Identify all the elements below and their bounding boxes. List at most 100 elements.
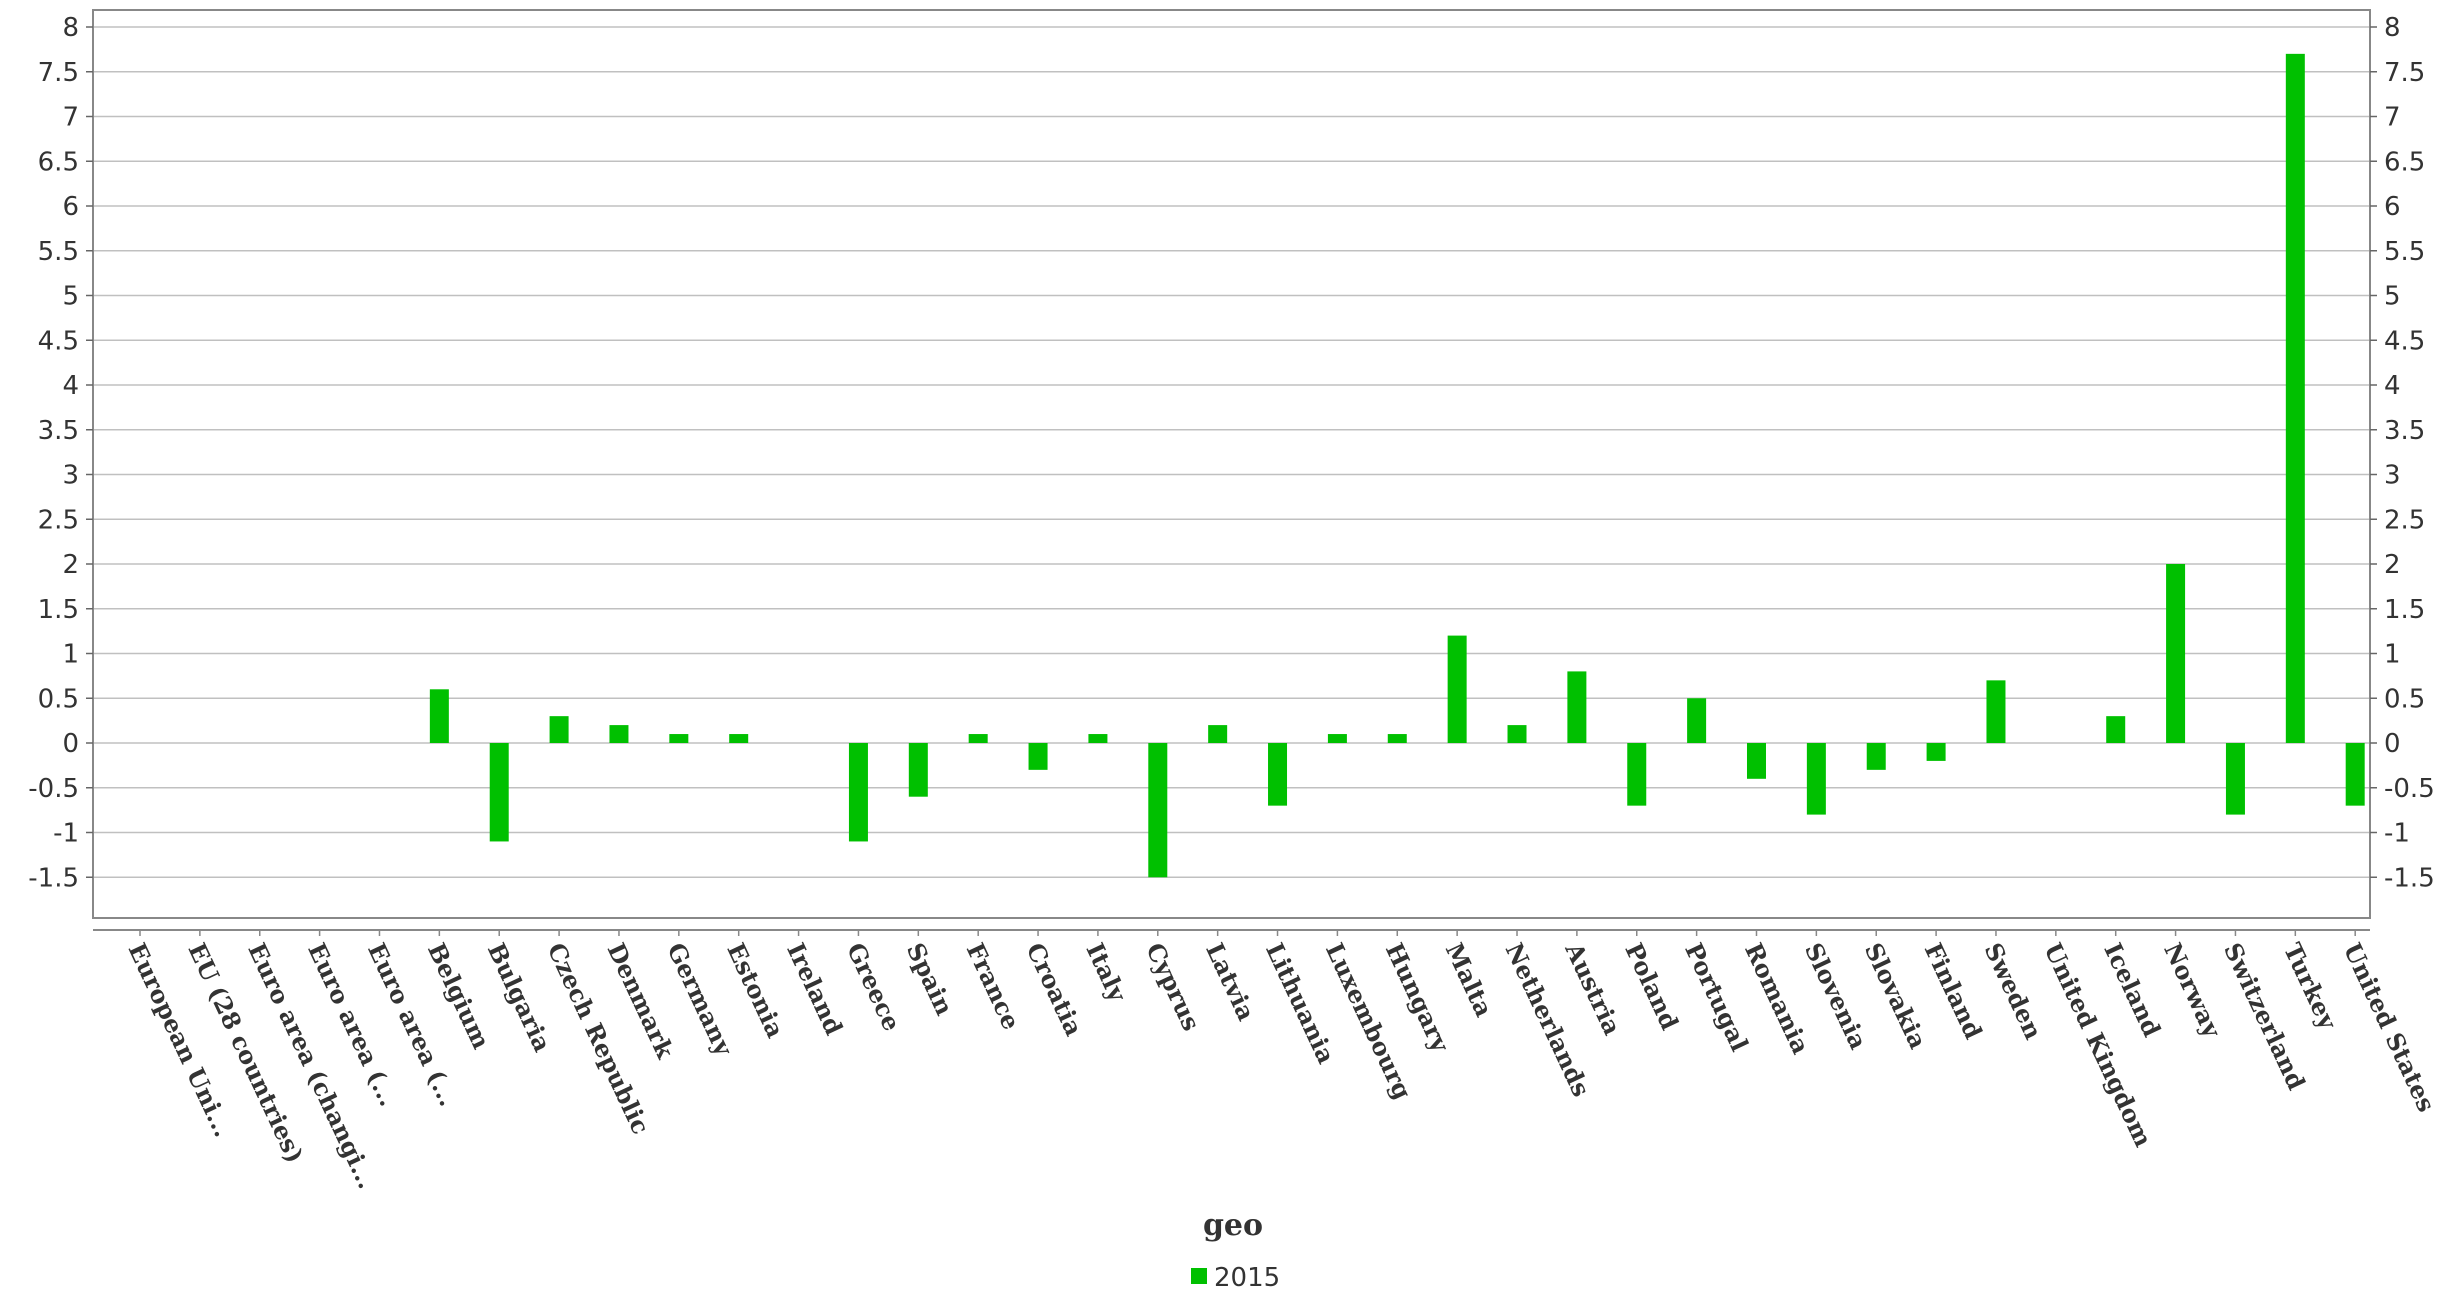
y-tick-label-left: 3 xyxy=(62,461,79,491)
y-tick-label-left: 7 xyxy=(62,103,79,133)
bar xyxy=(489,743,509,842)
y-tick-label-right: 2 xyxy=(2384,550,2401,580)
x-tick-label: United States xyxy=(2338,938,2442,1116)
bar xyxy=(669,734,689,743)
x-tick-label: Sweden xyxy=(1979,938,2049,1043)
y-tick-label-right: 4.5 xyxy=(2384,326,2425,356)
x-tick-label: Austria xyxy=(1559,937,1627,1039)
bar xyxy=(1746,743,1766,779)
y-tick-label-right: 3 xyxy=(2384,461,2401,491)
bar xyxy=(2106,716,2126,743)
bar xyxy=(1148,743,1168,878)
bar xyxy=(908,743,928,797)
legend: 2015 xyxy=(1191,1263,1280,1293)
bar xyxy=(2225,743,2245,815)
y-tick-label-right: 6 xyxy=(2384,192,2401,222)
bar xyxy=(2285,53,2305,744)
x-tick-label: Poland xyxy=(1619,938,1684,1034)
x-tick-label: Italy xyxy=(1080,938,1132,1006)
y-tick-label-right: 7.5 xyxy=(2384,58,2425,88)
y-tick-label-right: 3.5 xyxy=(2384,416,2425,446)
bar xyxy=(1806,743,1826,815)
x-tick-label: Iceland xyxy=(2098,938,2167,1041)
y-tick-label-left: 6.5 xyxy=(38,147,79,177)
x-tick-label: Latvia xyxy=(1200,938,1261,1025)
bar xyxy=(1327,734,1347,743)
y-tick-label-right: 5 xyxy=(2384,282,2401,312)
y-tick-label-left: 3.5 xyxy=(38,416,79,446)
bar xyxy=(968,734,988,743)
bar xyxy=(1866,743,1886,770)
x-tick-label: France xyxy=(961,938,1026,1034)
y-tick-label-left: 1 xyxy=(62,640,79,670)
bar xyxy=(1567,671,1587,743)
bar xyxy=(848,743,868,842)
bar xyxy=(429,689,449,743)
bars xyxy=(429,53,2365,878)
x-tick-label: Malta xyxy=(1440,938,1499,1021)
x-tick-label: Finland xyxy=(1919,938,1989,1043)
x-tick-label: Estonia xyxy=(721,938,790,1042)
y-tick-label-left: 5 xyxy=(62,282,79,312)
bar xyxy=(1926,743,1946,761)
y-tick-label-right: 5.5 xyxy=(2384,237,2425,267)
bar xyxy=(1088,734,1108,743)
y-axis-left: -1.5 -1 -0.5 0 0.5 1 1.5 2 2.5 3 3.5 4 4.5 5 5.5 6 6.5 7 7… xyxy=(28,13,93,893)
y-tick-label-left: 8 xyxy=(62,13,79,43)
y-tick-label-left: 0.5 xyxy=(38,684,79,714)
bar xyxy=(1268,743,1288,806)
x-tick-label: Norway xyxy=(2158,938,2227,1043)
bar xyxy=(1687,698,1707,743)
x-tick-label: Spain xyxy=(901,938,960,1019)
y-tick-label-left: 4.5 xyxy=(38,326,79,356)
x-tick-label: Cyprus xyxy=(1140,938,1206,1035)
y-tick-label-left: -1 xyxy=(53,819,79,849)
x-axis-title: geo xyxy=(1203,1208,1263,1243)
y-tick-label-right: -1 xyxy=(2384,819,2410,849)
x-tick-label: Turkey xyxy=(2278,938,2343,1034)
y-tick-label-left: 6 xyxy=(62,192,79,222)
bar xyxy=(2345,743,2365,806)
plot-border xyxy=(92,9,2371,919)
legend-label: 2015 xyxy=(1214,1263,1280,1293)
plot-frame xyxy=(92,9,2371,931)
bar xyxy=(1447,635,1467,743)
y-tick-label-right: -0.5 xyxy=(2384,774,2435,804)
bar xyxy=(1028,743,1048,770)
grid-lines xyxy=(93,26,2370,878)
bar xyxy=(1986,680,2006,743)
x-axis: European Uni...EU (28 countries)Euro are… xyxy=(123,930,2442,1193)
y-tick-label-right: 8 xyxy=(2384,13,2401,43)
y-tick-label-left: 4 xyxy=(62,371,79,401)
bar xyxy=(729,734,749,743)
y-tick-label-right: 7 xyxy=(2384,103,2401,133)
y-tick-label-right: 1.5 xyxy=(2384,595,2425,625)
y-tick-label-right: -1.5 xyxy=(2384,863,2435,893)
x-tick-label: Croatia xyxy=(1021,938,1089,1040)
bar xyxy=(2166,564,2186,743)
y-tick-label-right: 0 xyxy=(2384,729,2401,759)
bar xyxy=(609,725,629,743)
y-tick-label-left: 1.5 xyxy=(38,595,79,625)
bar xyxy=(549,716,569,743)
y-tick-label-left: -0.5 xyxy=(28,774,79,804)
bar xyxy=(1627,743,1647,806)
y-tick-label-left: 0 xyxy=(62,729,79,759)
y-tick-label-right: 2.5 xyxy=(2384,505,2425,535)
y-axis-right: -1.5 -1 -0.5 0 0.5 1 1.5 2 2.5 3 3.5 4 4.5 5 5.5 6 6.5 7 7… xyxy=(2370,13,2435,893)
x-tick-label: Greece xyxy=(841,938,907,1035)
y-tick-label-left: 7.5 xyxy=(38,58,79,88)
bar xyxy=(1507,725,1527,743)
bar xyxy=(1208,725,1228,743)
legend-swatch xyxy=(1191,1268,1207,1284)
y-tick-label-right: 6.5 xyxy=(2384,147,2425,177)
y-tick-label-left: -1.5 xyxy=(28,863,79,893)
y-tick-label-right: 4 xyxy=(2384,371,2401,401)
y-tick-label-left: 2 xyxy=(62,550,79,580)
y-tick-label-right: 0.5 xyxy=(2384,684,2425,714)
y-tick-label-left: 5.5 xyxy=(38,237,79,267)
y-tick-label-left: 2.5 xyxy=(38,505,79,535)
y-tick-label-right: 1 xyxy=(2384,640,2401,670)
